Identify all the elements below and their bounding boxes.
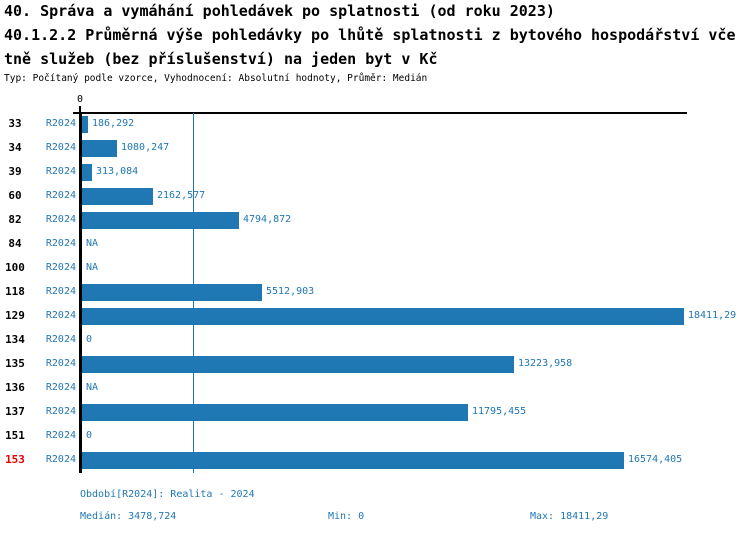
zero-axis-line (79, 112, 82, 473)
value-label: 1080,247 (121, 142, 170, 153)
value-bar (82, 212, 239, 229)
row-id-label: 84 (8, 237, 22, 250)
value-bar (82, 140, 117, 157)
period-label: R2024 (45, 310, 76, 321)
row-id-label: 137 (5, 405, 25, 418)
row-id-label: 136 (5, 381, 25, 394)
chart-row: 82 R2024 4794,872 (0, 208, 750, 232)
period-label: R2024 (45, 262, 76, 273)
value-label: 5512,903 (266, 286, 315, 297)
value-label: 0 (86, 334, 93, 345)
row-id-label: 129 (5, 309, 25, 322)
period-label: R2024 (45, 406, 76, 417)
indicator-title-line2: tně služeb (bez příslušenství) na jeden … (4, 50, 438, 68)
min-stat: Min: 0 (328, 511, 365, 522)
row-id-label: 118 (5, 285, 25, 298)
chart-row: 135 R2024 13223,958 (0, 352, 750, 376)
row-id-label: 100 (5, 261, 25, 274)
row-id-label: 60 (8, 189, 22, 202)
median-stat: Medián: 3478,724 (80, 511, 177, 522)
value-bar (82, 452, 624, 469)
row-id-label: 82 (8, 213, 22, 226)
x-axis-line (73, 112, 687, 114)
value-label: 4794,872 (243, 214, 292, 225)
period-label: R2024 (45, 166, 76, 177)
period-label: R2024 (45, 118, 76, 129)
chart-row: 84 R2024 NA (0, 232, 750, 256)
period-label: R2024 (45, 430, 76, 441)
period-label: R2024 (45, 334, 76, 345)
chart-row: 137 R2024 11795,455 (0, 400, 750, 424)
value-bar (82, 404, 468, 421)
value-bar (82, 164, 92, 181)
chart-row: 60 R2024 2162,577 (0, 184, 750, 208)
chart-row: 118 R2024 5512,903 (0, 280, 750, 304)
indicator-meta: Typ: Počítaný podle vzorce, Vyhodnocení:… (4, 73, 428, 84)
value-label: 18411,29 (688, 310, 737, 321)
chart-row: 134 R2024 0 (0, 328, 750, 352)
chart-row: 129 R2024 18411,29 (0, 304, 750, 328)
row-id-label: 134 (5, 333, 25, 346)
value-label: 313,084 (96, 166, 139, 177)
value-bar (82, 308, 684, 325)
value-bar (82, 284, 262, 301)
value-label: 0 (86, 430, 93, 441)
value-label: 186,292 (92, 118, 135, 129)
period-label: R2024 (45, 142, 76, 153)
value-label: NA (86, 382, 99, 393)
chart-row: 153 R2024 16574,405 (0, 448, 750, 472)
row-id-label: 33 (8, 117, 22, 130)
period-label: R2024 (45, 238, 76, 249)
value-bar (82, 188, 153, 205)
period-label: R2024 (45, 382, 76, 393)
period-label: R2024 (45, 358, 76, 369)
value-bar (82, 116, 88, 133)
row-id-label: 34 (8, 141, 22, 154)
row-id-label: 135 (5, 357, 25, 370)
value-label: 13223,958 (518, 358, 573, 369)
chart-row: 100 R2024 NA (0, 256, 750, 280)
zero-tick (79, 106, 81, 113)
value-label: 2162,577 (157, 190, 206, 201)
row-id-label: 151 (5, 429, 25, 442)
value-bar (82, 356, 514, 373)
period-label: R2024 (45, 214, 76, 225)
value-label: 11795,455 (472, 406, 527, 417)
chart-row: 33 R2024 186,292 (0, 112, 750, 136)
report-section-title: 40. Správa a vymáhání pohledávek po spla… (4, 2, 555, 20)
max-stat: Max: 18411,29 (530, 511, 609, 522)
value-label: 16574,405 (628, 454, 683, 465)
chart-row: 151 R2024 0 (0, 424, 750, 448)
indicator-title-line1: 40.1.2.2 Průměrná výše pohledávky po lhů… (4, 26, 736, 44)
period-legend: Období[R2024]: Realita - 2024 (80, 489, 255, 500)
chart-row: 34 R2024 1080,247 (0, 136, 750, 160)
axis-zero-label: 0 (76, 94, 84, 105)
row-id-label: 39 (8, 165, 22, 178)
chart-row: 39 R2024 313,084 (0, 160, 750, 184)
row-id-label: 153 (5, 453, 25, 466)
value-label: NA (86, 238, 99, 249)
value-label: NA (86, 262, 99, 273)
period-label: R2024 (45, 190, 76, 201)
chart-row: 136 R2024 NA (0, 376, 750, 400)
period-label: R2024 (45, 454, 76, 465)
period-label: R2024 (45, 286, 76, 297)
